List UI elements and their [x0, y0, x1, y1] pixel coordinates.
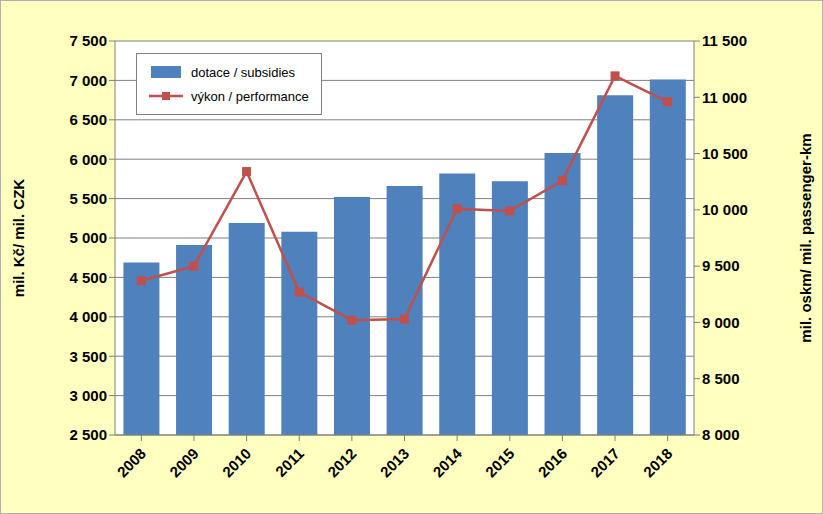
svg-text:10 000: 10 000: [702, 201, 748, 218]
svg-text:3 000: 3 000: [69, 387, 107, 404]
svg-text:11 000: 11 000: [702, 89, 747, 106]
svg-text:9 000: 9 000: [702, 314, 740, 331]
svg-text:mil. oskm/ mil. passenger-km: mil. oskm/ mil. passenger-km: [797, 133, 814, 342]
svg-text:2017: 2017: [587, 445, 623, 481]
svg-text:2009: 2009: [166, 445, 202, 481]
svg-text:8 500: 8 500: [702, 370, 740, 387]
svg-text:2018: 2018: [640, 445, 676, 481]
svg-text:11 500: 11 500: [702, 32, 747, 49]
svg-text:2014: 2014: [429, 444, 465, 480]
svg-text:9 500: 9 500: [702, 257, 740, 274]
svg-text:7 000: 7 000: [69, 72, 107, 89]
svg-text:4 000: 4 000: [69, 308, 107, 325]
svg-text:2011: 2011: [272, 445, 307, 480]
svg-text:2016: 2016: [535, 445, 571, 481]
svg-text:3 500: 3 500: [69, 348, 107, 365]
svg-text:5 500: 5 500: [69, 190, 107, 207]
svg-text:2008: 2008: [113, 445, 149, 481]
svg-text:6 000: 6 000: [69, 151, 107, 168]
svg-text:2010: 2010: [219, 445, 255, 481]
svg-text:2 500: 2 500: [69, 426, 107, 443]
svg-text:10 500: 10 500: [702, 145, 748, 162]
svg-text:2012: 2012: [324, 445, 360, 481]
svg-text:2013: 2013: [377, 445, 413, 481]
svg-text:4 500: 4 500: [69, 269, 107, 286]
svg-text:8 000: 8 000: [702, 426, 740, 443]
svg-text:mil. Kč/ mil. CZK: mil. Kč/ mil. CZK: [10, 179, 27, 298]
svg-text:7 500: 7 500: [69, 32, 107, 49]
svg-text:5 000: 5 000: [69, 229, 107, 246]
html-text:dotace / subsidies: dotace / subsidies: [191, 64, 296, 80]
html-text:výkon / performance: výkon / performance: [191, 88, 309, 104]
svg-text:2015: 2015: [482, 445, 518, 481]
svg-text:6 500: 6 500: [69, 111, 107, 128]
